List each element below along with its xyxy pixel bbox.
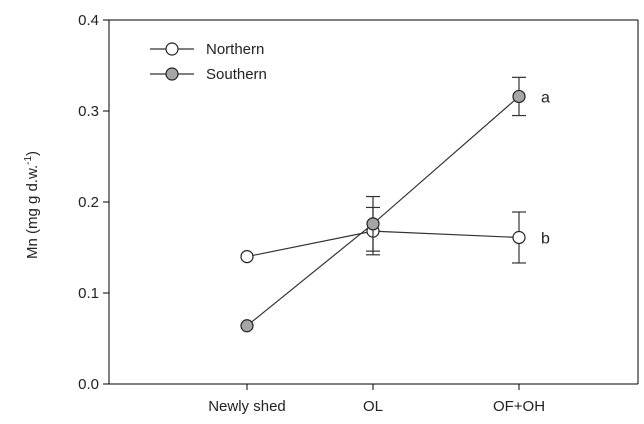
legend-item-southern: Southern: [150, 66, 267, 83]
series-line: [246, 230, 520, 258]
significance-label: b: [541, 230, 550, 247]
y-axis-title-close: ): [24, 151, 41, 156]
legend-label: Northern: [206, 41, 264, 58]
y-axis-title-superscript: -1: [23, 156, 34, 165]
data-point: [240, 250, 254, 264]
series-line: [246, 95, 520, 327]
legend-marker: [165, 67, 179, 81]
data-point: [240, 319, 254, 333]
y-tick-label: 0.3: [78, 103, 99, 120]
x-tick-label: OF+OH: [493, 398, 545, 415]
y-axis-title: Mn (mg g d.w.-1): [23, 151, 41, 259]
x-tick-label: Newly shed: [208, 398, 286, 415]
series-northern: b: [240, 206, 550, 264]
legend-marker: [165, 42, 179, 56]
data-point: [512, 230, 526, 245]
axes: 0.0 0.1 0.2 0.3 0.4 Newly shed OL OF+OH: [78, 12, 639, 415]
series-group: ba: [240, 76, 550, 333]
data-point: [366, 217, 380, 231]
y-tick-label: 0.1: [78, 285, 99, 302]
y-axis-title-main: Mn (mg g d.w.: [24, 165, 41, 259]
y-tick-label: 0.2: [78, 194, 99, 211]
y-tick-label: 0.0: [78, 376, 99, 393]
x-tick-label: OL: [363, 398, 383, 415]
significance-label: a: [541, 89, 550, 106]
series-southern: a: [240, 76, 550, 333]
data-point: [512, 89, 526, 104]
y-tick-label: 0.4: [78, 12, 99, 29]
legend-label: Southern: [206, 66, 267, 83]
legend: Northern Southern: [150, 41, 267, 83]
legend-item-northern: Northern: [150, 41, 264, 58]
